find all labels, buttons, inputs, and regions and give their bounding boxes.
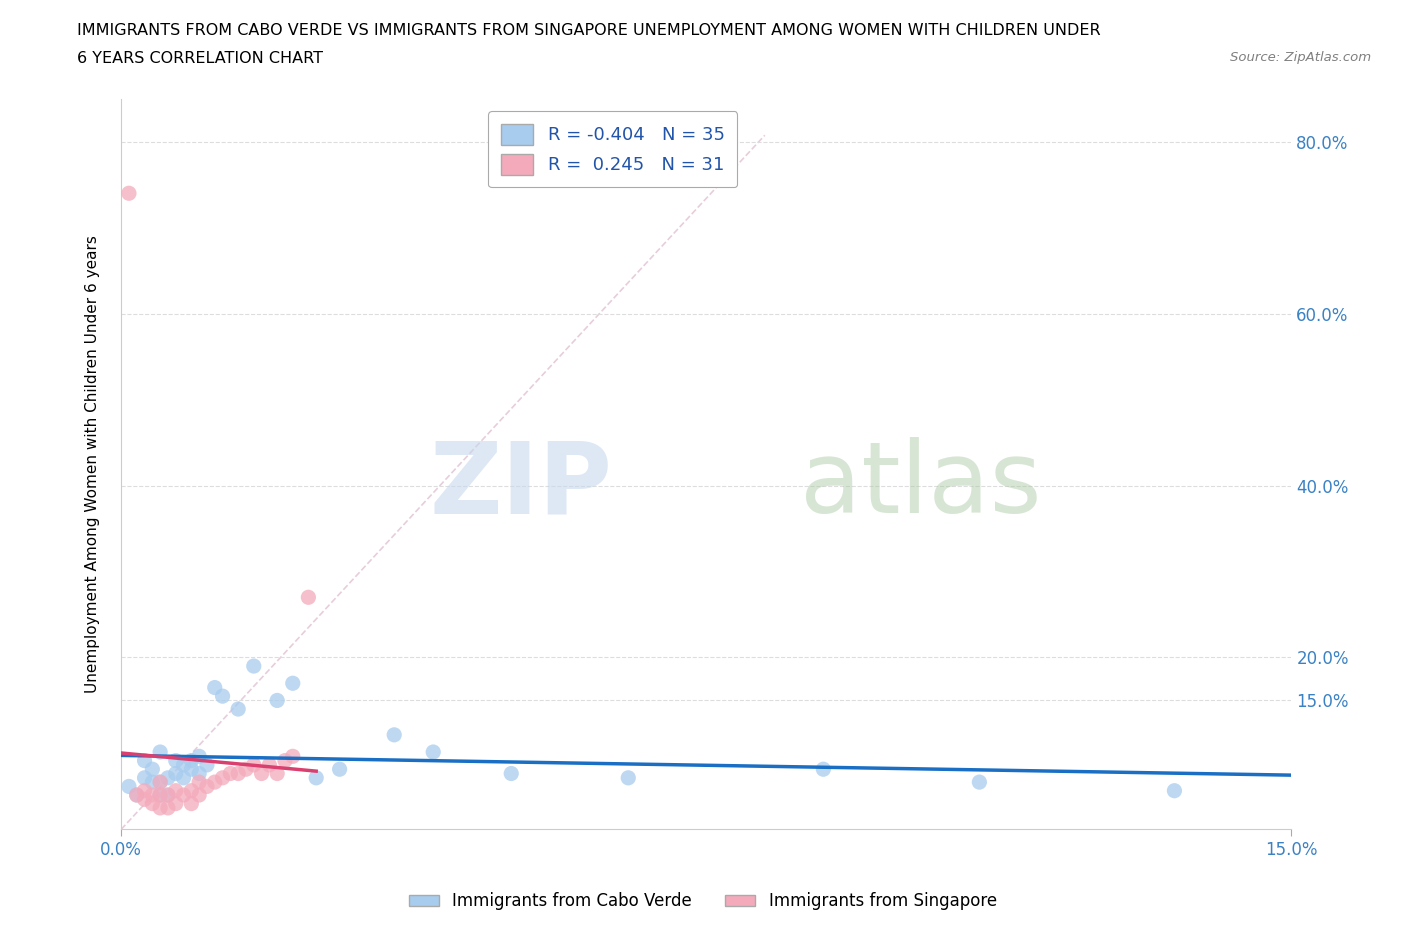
Point [180, 753, 202, 768]
Point [281, 676, 304, 691]
Point [266, 693, 288, 708]
Point [134, 753, 156, 768]
Point [188, 788, 211, 803]
Point [134, 783, 156, 798]
Point [125, 788, 148, 803]
Point [141, 788, 163, 803]
Point [969, 775, 991, 790]
Point [118, 186, 141, 201]
Point [250, 766, 273, 781]
Point [195, 779, 218, 794]
Point [180, 783, 202, 798]
Point [501, 766, 523, 781]
Point [422, 745, 444, 760]
Point [134, 770, 156, 785]
Y-axis label: Unemployment Among Women with Children Under 6 years: Unemployment Among Women with Children U… [86, 235, 100, 693]
Point [235, 762, 257, 777]
Text: 6 YEARS CORRELATION CHART: 6 YEARS CORRELATION CHART [77, 51, 323, 66]
Point [297, 590, 319, 604]
Text: atlas: atlas [800, 437, 1042, 535]
Point [204, 680, 226, 695]
Point [242, 658, 264, 673]
Point [165, 783, 187, 798]
Point [173, 788, 195, 803]
Point [226, 766, 249, 781]
Point [149, 745, 172, 760]
Point [149, 788, 172, 803]
Point [149, 801, 172, 816]
Point [274, 753, 297, 768]
Text: Source: ZipAtlas.com: Source: ZipAtlas.com [1230, 51, 1371, 64]
Point [134, 791, 156, 806]
Point [188, 766, 211, 781]
Point [329, 762, 352, 777]
Point [149, 775, 172, 790]
Legend: Immigrants from Cabo Verde, Immigrants from Singapore: Immigrants from Cabo Verde, Immigrants f… [402, 885, 1004, 917]
Point [156, 788, 179, 803]
Point [149, 788, 172, 803]
Point [173, 757, 195, 772]
Legend: R = -0.404   N = 35, R =  0.245   N = 31: R = -0.404 N = 35, R = 0.245 N = 31 [488, 112, 737, 188]
Point [195, 757, 218, 772]
Point [226, 701, 249, 716]
Point [165, 766, 187, 781]
Point [165, 753, 187, 768]
Point [180, 796, 202, 811]
Point [305, 770, 328, 785]
Text: ZIP: ZIP [430, 437, 613, 535]
Point [204, 775, 226, 790]
Point [1163, 783, 1185, 798]
Point [141, 775, 163, 790]
Point [141, 762, 163, 777]
Point [219, 766, 242, 781]
Point [242, 757, 264, 772]
Point [813, 762, 835, 777]
Point [180, 762, 202, 777]
Point [188, 749, 211, 764]
Point [382, 727, 405, 742]
Point [141, 796, 163, 811]
Point [211, 770, 233, 785]
Point [259, 757, 281, 772]
Point [617, 770, 640, 785]
Point [125, 788, 148, 803]
Point [156, 788, 179, 803]
Point [281, 749, 304, 764]
Point [173, 770, 195, 785]
Point [149, 775, 172, 790]
Point [211, 689, 233, 704]
Point [118, 779, 141, 794]
Point [156, 770, 179, 785]
Point [156, 801, 179, 816]
Point [188, 775, 211, 790]
Text: IMMIGRANTS FROM CABO VERDE VS IMMIGRANTS FROM SINGAPORE UNEMPLOYMENT AMONG WOMEN: IMMIGRANTS FROM CABO VERDE VS IMMIGRANTS… [77, 23, 1101, 38]
Point [165, 796, 187, 811]
Point [266, 766, 288, 781]
